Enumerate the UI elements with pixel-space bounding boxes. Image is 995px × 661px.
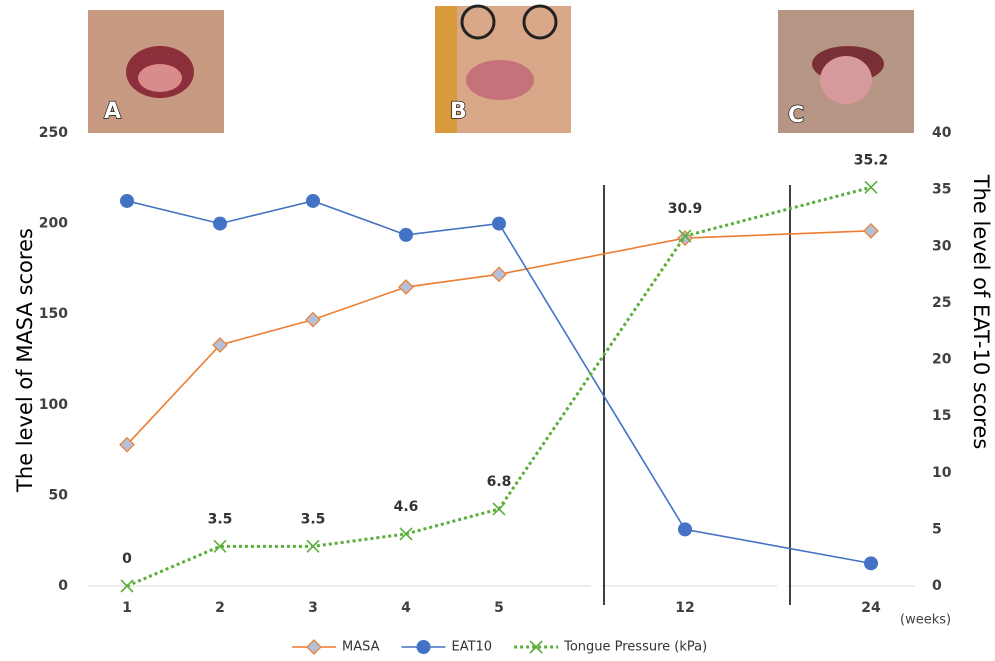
data-label: 3.5	[301, 511, 326, 527]
y-axis-title: The level of MASA scores	[13, 228, 37, 493]
legend-label: EAT10	[452, 640, 493, 655]
x-tick-label: 2	[215, 600, 225, 616]
y-tick-label: 50	[49, 487, 69, 503]
marker	[306, 313, 320, 327]
panel-label: A	[104, 99, 121, 124]
break-gap	[777, 185, 787, 605]
marker	[864, 224, 878, 238]
y2-tick-label: 10	[932, 465, 952, 481]
y-tick-label: 0	[58, 578, 68, 594]
y-tick-label: 150	[39, 306, 68, 322]
data-label: 0	[122, 551, 132, 567]
data-label: 4.6	[394, 499, 419, 515]
panel-label: C	[788, 103, 804, 128]
y2-tick-label: 30	[932, 238, 952, 254]
y2-tick-label: 15	[932, 408, 951, 424]
data-label: 35.2	[854, 152, 889, 168]
x-tick-label: 1	[122, 600, 132, 616]
y2-tick-label: 20	[932, 352, 952, 368]
y-tick-label: 250	[39, 125, 68, 141]
marker	[399, 280, 413, 294]
series-line	[127, 231, 871, 445]
y2-axis-title: The level of EAT-10 scores	[969, 174, 993, 450]
y2-tick-label: 0	[932, 578, 942, 594]
marker	[399, 228, 413, 242]
x-tick-label: 4	[401, 600, 411, 616]
legend-label: Tongue Pressure (kPa)	[563, 640, 707, 655]
marker	[213, 217, 227, 231]
legend-label: MASA	[342, 640, 380, 655]
marker	[864, 556, 878, 570]
marker	[417, 640, 431, 654]
marker	[492, 267, 506, 281]
data-label: 3.5	[208, 511, 233, 527]
x-tick-label: 5	[494, 600, 504, 616]
marker	[678, 522, 692, 536]
y2-tick-label: 40	[932, 125, 952, 141]
marker	[120, 194, 134, 208]
photo-c: C	[778, 10, 914, 133]
y-tick-label: 100	[39, 397, 68, 413]
photo-a: A	[88, 10, 224, 133]
y2-tick-label: 25	[932, 295, 951, 311]
data-label: 30.9	[668, 201, 703, 217]
y2-tick-label: 5	[932, 521, 942, 537]
x-tick-label: 24	[861, 600, 881, 616]
marker	[492, 217, 506, 231]
series-line	[127, 187, 871, 586]
break-gap	[591, 185, 601, 605]
marker	[678, 231, 692, 245]
y-tick-label: 200	[39, 216, 68, 232]
y2-tick-label: 35	[932, 182, 951, 198]
marker	[307, 640, 321, 654]
x-tick-label: 12	[675, 600, 694, 616]
chart: A B C The level of MASA scores The level…	[0, 0, 995, 657]
x-tick-label: 3	[308, 600, 318, 616]
x-unit: (weeks)	[900, 613, 951, 628]
marker	[214, 540, 226, 552]
photo-b: B	[435, 6, 571, 133]
data-label: 6.8	[487, 474, 512, 490]
marker	[306, 194, 320, 208]
panel-label: B	[450, 99, 467, 124]
